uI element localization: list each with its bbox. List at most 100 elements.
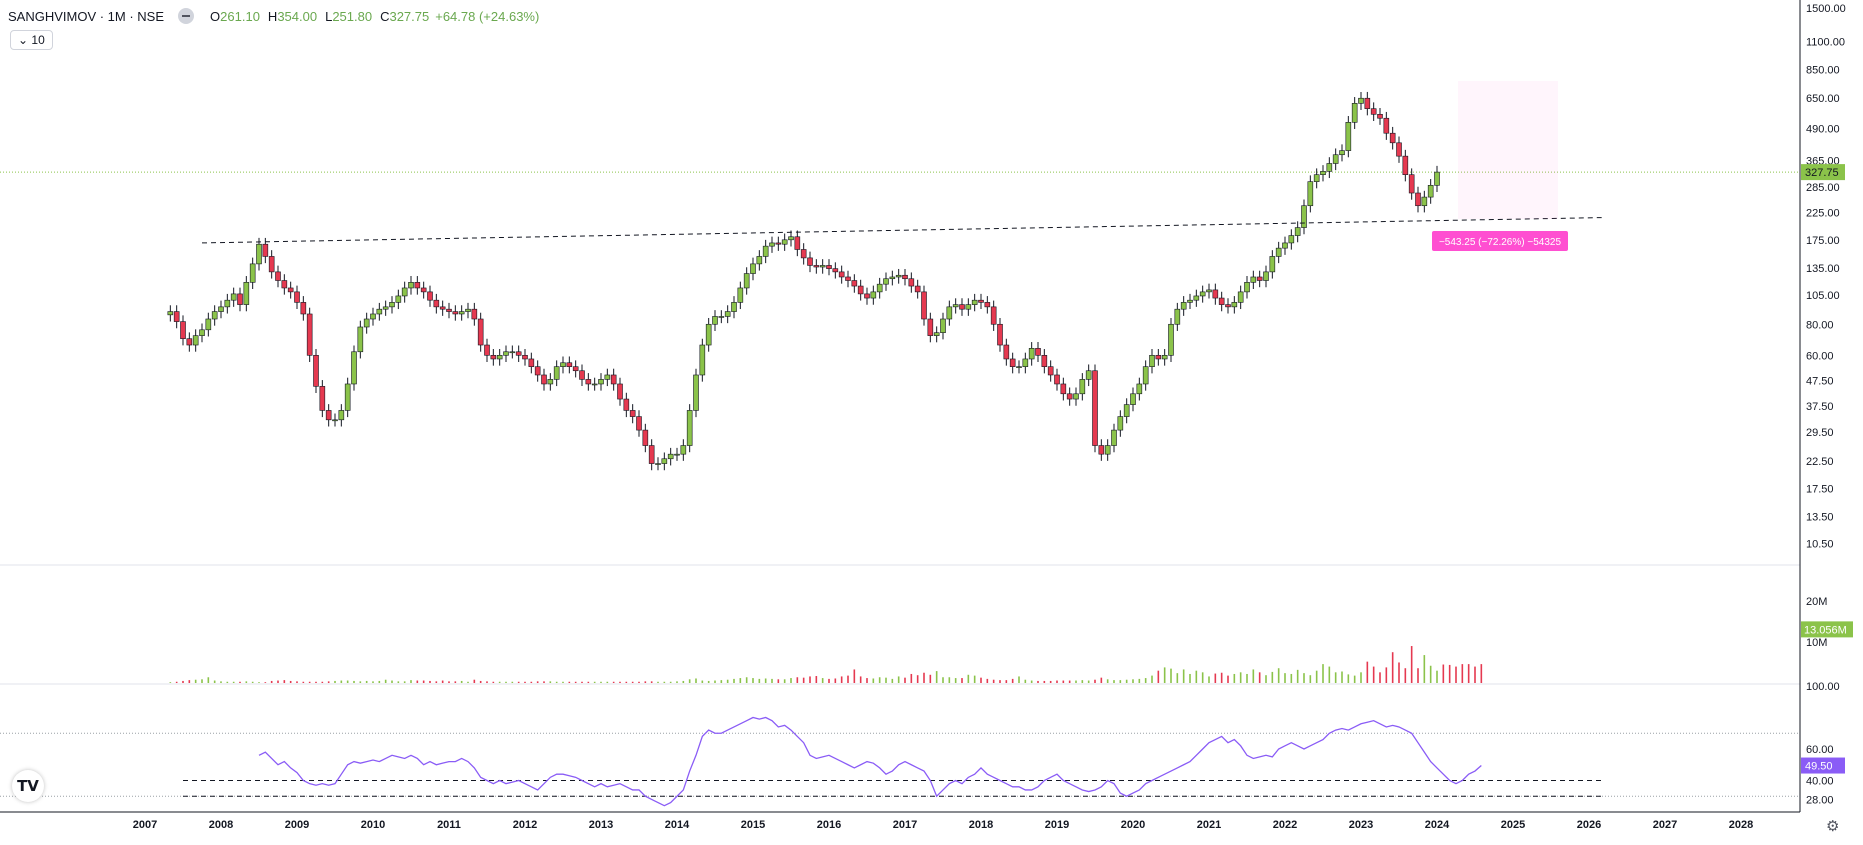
volume-bar — [492, 681, 495, 683]
candle-body — [1389, 132, 1396, 144]
volume-bar — [441, 680, 444, 683]
candle-body — [838, 271, 845, 278]
volume-bar — [1138, 678, 1141, 683]
time-tick-label: 2027 — [1653, 819, 1677, 831]
volume-bar — [1233, 673, 1236, 683]
candle-body — [566, 362, 573, 367]
candle-body — [693, 374, 699, 411]
volume-bar — [555, 681, 558, 683]
time-tick-label: 2019 — [1045, 819, 1069, 831]
volume-bar — [619, 681, 621, 683]
candle-body — [629, 410, 636, 417]
volume-bar — [650, 681, 653, 683]
volume-bar — [916, 675, 919, 683]
candle-body — [699, 344, 706, 376]
volume-bar — [536, 681, 539, 683]
volume-bar — [669, 681, 672, 683]
candle-body — [997, 323, 1003, 346]
candle-body — [788, 236, 794, 241]
volume-bar — [872, 678, 875, 683]
candle-body — [541, 374, 547, 385]
price-tick-label: 490.00 — [1806, 124, 1840, 136]
last-price-badge — [1801, 164, 1845, 181]
volume-bar — [1024, 679, 1027, 683]
volume-bar — [1353, 675, 1356, 683]
volume-bar — [1379, 672, 1381, 683]
volume-bar — [283, 680, 286, 683]
candle-body — [1168, 323, 1174, 356]
candle-body — [585, 379, 592, 385]
candle-body — [401, 287, 408, 297]
candle-body — [1263, 271, 1269, 281]
volume-bar — [929, 674, 932, 683]
candle-body — [743, 273, 750, 289]
candle-body — [1073, 393, 1079, 400]
volume-bar — [384, 679, 387, 683]
volume-bar — [1290, 673, 1293, 683]
candle-body — [1028, 348, 1035, 360]
candle-body — [1339, 150, 1345, 156]
candle-body — [1054, 374, 1060, 385]
candle-body — [731, 302, 737, 312]
tradingview-logo[interactable]: TV — [12, 770, 44, 802]
volume-bar — [1125, 679, 1128, 683]
candle-body — [864, 293, 870, 299]
volume-bar — [714, 680, 716, 683]
gear-icon[interactable]: ⚙ — [1826, 818, 1840, 835]
candle-body — [300, 302, 307, 315]
measure-label: −543.25 (−72.26%) −54325 — [1439, 237, 1561, 248]
volume-bar — [1385, 667, 1388, 683]
close-value: 327.75 — [389, 8, 430, 24]
volume-bar — [676, 681, 678, 683]
volume-bar — [1271, 671, 1274, 683]
candle-body — [845, 276, 851, 281]
indicator-count: 10 — [31, 33, 45, 47]
candle-body — [1320, 171, 1326, 175]
price-tick-label: 1100.00 — [1806, 36, 1845, 48]
candle-body — [528, 358, 535, 367]
visibility-icon[interactable] — [178, 8, 195, 24]
volume-bar — [581, 681, 583, 683]
price-tick-label: 1500.00 — [1806, 3, 1846, 15]
candle-body — [319, 386, 326, 411]
time-tick-label: 2023 — [1349, 819, 1373, 831]
candle-body — [781, 239, 788, 245]
candle-body — [1047, 366, 1054, 376]
volume-bar — [1056, 680, 1058, 683]
candle-body — [971, 299, 978, 305]
volume-bar — [961, 678, 963, 683]
candle-body — [389, 302, 395, 308]
candle-body — [427, 291, 433, 301]
volume-bar — [340, 680, 343, 683]
volume-bar — [1094, 679, 1096, 683]
high-label: H — [267, 8, 278, 24]
volume-bar — [1170, 668, 1172, 683]
candle-body — [655, 463, 661, 465]
time-tick-label: 2012 — [513, 819, 537, 831]
candle-body — [414, 282, 421, 289]
candle-body — [1206, 289, 1212, 293]
volume-bar — [764, 678, 767, 683]
volume-bar — [1176, 673, 1179, 683]
indicators-toggle-button[interactable]: ⌄ 10 — [10, 30, 53, 50]
time-tick-label: 2009 — [285, 819, 309, 831]
volume-bar — [410, 680, 412, 683]
candle-body — [243, 282, 250, 305]
candle-body — [794, 236, 801, 250]
volume-bar — [289, 680, 292, 683]
volume-bar — [1163, 667, 1166, 683]
candle-body — [940, 318, 946, 333]
candle-body — [775, 242, 782, 245]
candle-body — [648, 445, 655, 464]
symbol-label[interactable]: SANGHVIMOV · 1M · NSE — [8, 8, 165, 24]
candle-body — [1123, 404, 1130, 417]
candle-body — [1136, 383, 1143, 395]
rsi-tick-label: 60.00 — [1806, 744, 1834, 756]
open-label: O — [210, 8, 221, 24]
price-tick-label: 850.00 — [1806, 64, 1840, 76]
candle-body — [287, 287, 294, 293]
volume-bar — [821, 678, 824, 683]
volume-bar — [549, 681, 552, 683]
candle-body — [1332, 154, 1339, 164]
